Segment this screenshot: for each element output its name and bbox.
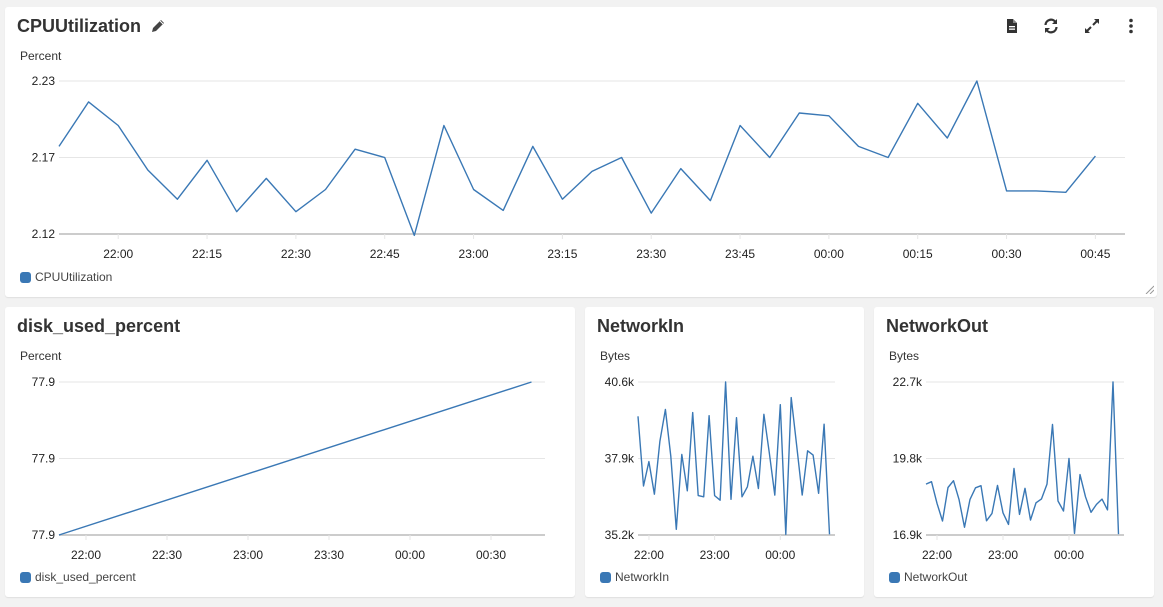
x-tick-label: 22:00: [922, 548, 952, 562]
x-tick-label: 23:15: [547, 247, 577, 261]
y-tick-label: 77.9: [32, 375, 56, 389]
y-axis-unit-label: Percent: [20, 49, 62, 63]
legend-label: CPUUtilization: [35, 270, 113, 284]
x-tick-label: 22:15: [192, 247, 222, 261]
legend-item[interactable]: NetworkIn: [600, 570, 669, 584]
y-tick-label: 77.9: [32, 452, 56, 466]
series-line-disk_used_percent[interactable]: [58, 381, 532, 536]
x-tick-label: 00:00: [765, 548, 795, 562]
x-tick-label: 00:30: [476, 548, 506, 562]
x-tick-label: 23:45: [725, 247, 755, 261]
y-tick-label: 77.9: [32, 528, 56, 542]
cpu-utilization-chart: 2.12 2.17 2.23 22:00 22:15 22:30 22:45 23:00 23:…: [32, 74, 1125, 261]
x-tick-label: 00:00: [814, 247, 844, 261]
x-tick-label: 00:15: [903, 247, 933, 261]
x-tick-label: 22:30: [281, 247, 311, 261]
y-axis-unit-label: Bytes: [600, 349, 631, 363]
widget-title: NetworkOut: [886, 316, 989, 336]
widget-title: NetworkIn: [597, 316, 685, 336]
x-tick-label: 22:00: [71, 548, 101, 562]
x-tick-label: 23:00: [459, 247, 489, 261]
network-in-chart: 35.2k 37.9k 40.6k 22:00 23:00 00:00: [605, 375, 835, 562]
x-tick-label: 00:45: [1080, 247, 1110, 261]
network-in-widget: NetworkIn Bytes 35.2k 37.9k 40.6k 22:00 23:0…: [585, 307, 864, 597]
legend-label: disk_used_percent: [35, 570, 136, 584]
legend-item[interactable]: disk_used_percent: [20, 570, 136, 584]
series-line-CPUUtilization[interactable]: [58, 80, 1096, 237]
pencil-icon[interactable]: [150, 18, 166, 34]
y-tick-label: 22.7k: [893, 375, 923, 389]
x-tick-label: 23:00: [233, 548, 263, 562]
widget-title: CPUUtilization: [17, 16, 141, 36]
legend-item[interactable]: NetworkOut: [889, 570, 967, 584]
expand-icon[interactable]: [1083, 17, 1101, 35]
legend-label: NetworkOut: [904, 570, 968, 584]
legend-swatch: [600, 571, 611, 583]
legend-item[interactable]: CPUUtilization: [20, 270, 112, 284]
y-tick-label: 2.17: [32, 151, 56, 165]
x-tick-label: 22:00: [634, 548, 664, 562]
x-tick-label: 23:30: [636, 247, 666, 261]
legend-label: NetworkIn: [615, 570, 670, 584]
y-tick-label: 37.9k: [605, 452, 635, 466]
x-tick-label: 00:00: [1054, 548, 1084, 562]
x-tick-label: 23:00: [988, 548, 1018, 562]
y-tick-label: 40.6k: [605, 375, 635, 389]
refresh-icon[interactable]: [1042, 17, 1060, 35]
network-out-chart: 16.9k 19.8k 22.7k 22:00 23:00 00:00: [893, 375, 1124, 562]
cpu-utilization-widget: CPUUtilization Percent 2.12 2.17 2.23 22:00…: [5, 7, 1157, 297]
y-tick-label: 2.12: [32, 227, 56, 241]
disk-used-percent-chart: 77.9 77.9 77.9 22:00 22:30 23:00 23:30 00:00 00:…: [32, 375, 545, 562]
x-tick-label: 22:30: [152, 548, 182, 562]
x-tick-label: 23:30: [314, 548, 344, 562]
x-tick-label: 22:45: [370, 247, 400, 261]
disk-used-percent-widget: disk_used_percent Percent 77.9 77.9 77.9 22…: [5, 307, 575, 597]
x-tick-label: 00:00: [395, 548, 425, 562]
legend-swatch: [20, 571, 31, 583]
y-tick-label: 35.2k: [605, 528, 635, 542]
widget-title: disk_used_percent: [17, 316, 181, 336]
document-icon[interactable]: [1003, 17, 1021, 35]
x-tick-label: 23:00: [700, 548, 730, 562]
x-tick-label: 22:00: [103, 247, 133, 261]
y-tick-label: 19.8k: [893, 452, 923, 466]
series-line-NetworkOut[interactable]: [925, 381, 1120, 535]
kebab-menu-icon[interactable]: [1122, 17, 1140, 35]
y-axis-unit-label: Percent: [20, 349, 62, 363]
x-tick-label: 00:30: [992, 247, 1022, 261]
y-tick-label: 16.9k: [893, 528, 923, 542]
legend-swatch: [889, 571, 900, 583]
resize-handle-icon[interactable]: [1144, 284, 1154, 294]
legend-swatch: [20, 271, 31, 283]
y-axis-unit-label: Bytes: [889, 349, 920, 363]
network-out-widget: NetworkOut Bytes 16.9k 19.8k 22.7k 22:00 23:…: [874, 307, 1154, 597]
y-tick-label: 2.23: [32, 74, 56, 88]
series-line-NetworkIn[interactable]: [637, 381, 831, 536]
